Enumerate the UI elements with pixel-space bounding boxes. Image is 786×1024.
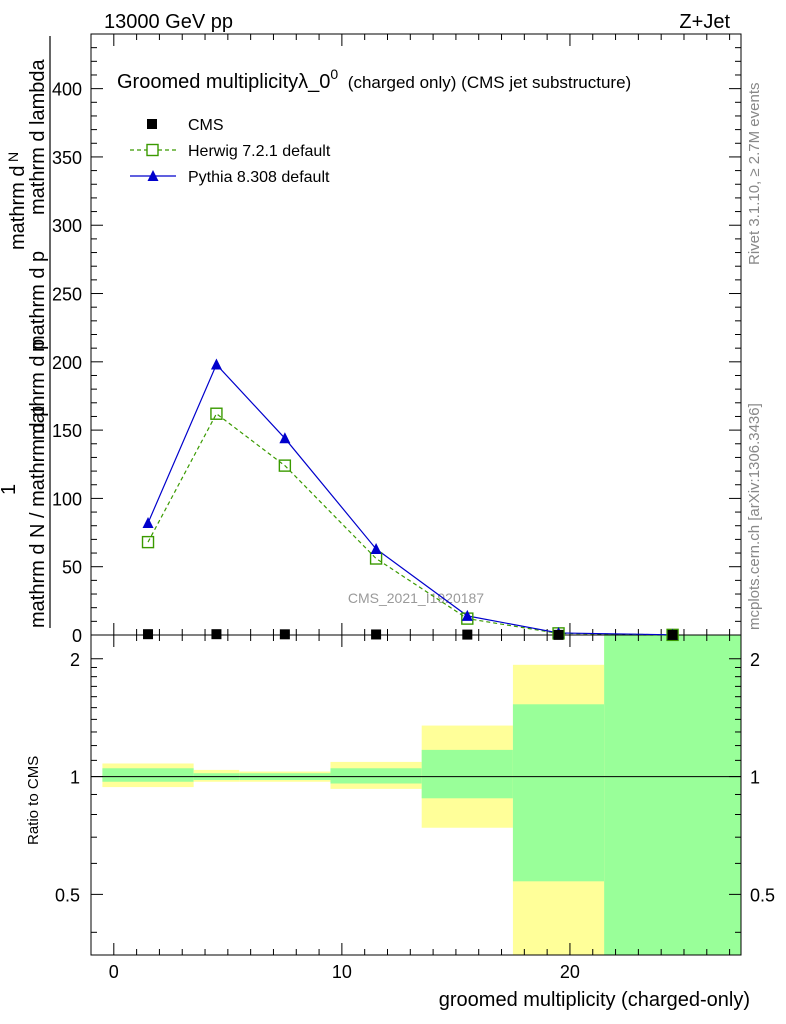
pythia-point xyxy=(279,432,291,444)
ylabel-bottom-2: mathrm d N / mathrm d p xyxy=(27,406,49,628)
ylabel-top-1: mathrm d xyxy=(7,166,29,250)
cms-point xyxy=(553,629,564,640)
ylabel-top-3: mathrm d p xyxy=(27,251,49,352)
header-right: Z+Jet xyxy=(679,11,730,33)
chart-title-sup: 0 xyxy=(330,66,338,82)
header-left: 13000 GeV pp xyxy=(104,11,233,33)
ratio-band-green xyxy=(421,749,513,799)
ratio-tick-label-left: 0.5 xyxy=(55,885,80,905)
y-tick-label: 350 xyxy=(52,148,82,168)
herwig-point xyxy=(278,459,292,472)
ylabel-top-2: N xyxy=(5,152,21,162)
chart-title-note: (charged only) (CMS jet substructure) xyxy=(348,73,631,92)
y-tick-label: 200 xyxy=(52,353,82,373)
y-tick-label: 150 xyxy=(52,421,82,441)
y-tick-label: 400 xyxy=(52,80,82,100)
cms-point xyxy=(371,629,382,640)
y-tick-label: 0 xyxy=(72,626,82,646)
legend-cms-label: CMS xyxy=(188,117,224,134)
herwig-point xyxy=(141,535,155,549)
ratio-frame xyxy=(90,634,742,956)
mcplots-label: mcplots.cern.ch [arXiv:1306.3436] xyxy=(746,403,763,630)
legend: CMS Herwig 7.2.1 default Pythia 8.308 de… xyxy=(130,117,331,186)
x-axis-label: groomed multiplicity (charged-only) xyxy=(439,989,750,1011)
y-tick-label: 50 xyxy=(62,558,82,578)
series-layer xyxy=(141,358,679,642)
y-axis-label: mathrm d N mathrm d p mathrm d p mathrm … xyxy=(0,36,51,628)
chart-title: Groomed multiplicityλ_00 (charged only) … xyxy=(117,62,631,93)
cms-point xyxy=(667,629,678,640)
cms-point xyxy=(211,629,222,640)
y-tick-label: 300 xyxy=(52,216,82,236)
pythia-point xyxy=(210,358,222,370)
ratio-tick-label-right: 0.5 xyxy=(750,885,775,905)
ratio-band-green xyxy=(512,704,605,882)
ratio-bands xyxy=(91,635,741,955)
ylabel-bottom-1: 1 xyxy=(0,484,20,495)
ylabel-top-5: mathrm d lambda xyxy=(27,59,49,215)
y-tick-label: 100 xyxy=(52,489,82,509)
x-tick-label: 10 xyxy=(332,962,352,982)
chart-title-main: Groomed multiplicityλ_0 xyxy=(117,71,330,93)
x-tick-label: 20 xyxy=(560,962,580,982)
pythia-point xyxy=(461,609,473,621)
cms-point xyxy=(143,629,154,640)
legend-pythia-marker xyxy=(147,170,159,181)
legend-cms-marker xyxy=(147,119,157,129)
ratio-band-green xyxy=(330,768,422,784)
ratio-band-green xyxy=(604,635,741,955)
pythia-point xyxy=(142,516,154,528)
ratio-ylabel: Ratio to CMS xyxy=(25,756,42,845)
x-tick-label: 0 xyxy=(109,962,119,982)
ratio-tick-label-left: 2 xyxy=(70,650,80,670)
ratio-band-green xyxy=(102,768,194,782)
pythia-point xyxy=(370,542,382,554)
legend-herwig-label: Herwig 7.2.1 default xyxy=(188,143,331,160)
ratio-tick-label-right: 1 xyxy=(750,768,760,788)
herwig-point xyxy=(210,407,223,420)
legend-herwig-marker xyxy=(146,143,159,157)
rivet-label: Rivet 3.1.10, ≥ 2.7M events xyxy=(746,83,763,266)
ratio-tick-label-left: 1 xyxy=(70,768,80,788)
cms-point xyxy=(279,629,290,640)
ratio-tick-label-right: 2 xyxy=(750,650,760,670)
watermark: CMS_2021_I1920187 xyxy=(348,590,484,606)
cms-point xyxy=(462,629,473,640)
ylabel-top-4: mathrm d p xyxy=(27,339,49,440)
legend-pythia-label: Pythia 8.308 default xyxy=(188,169,330,186)
herwig-point xyxy=(369,552,383,565)
y-tick-label: 250 xyxy=(52,285,82,305)
